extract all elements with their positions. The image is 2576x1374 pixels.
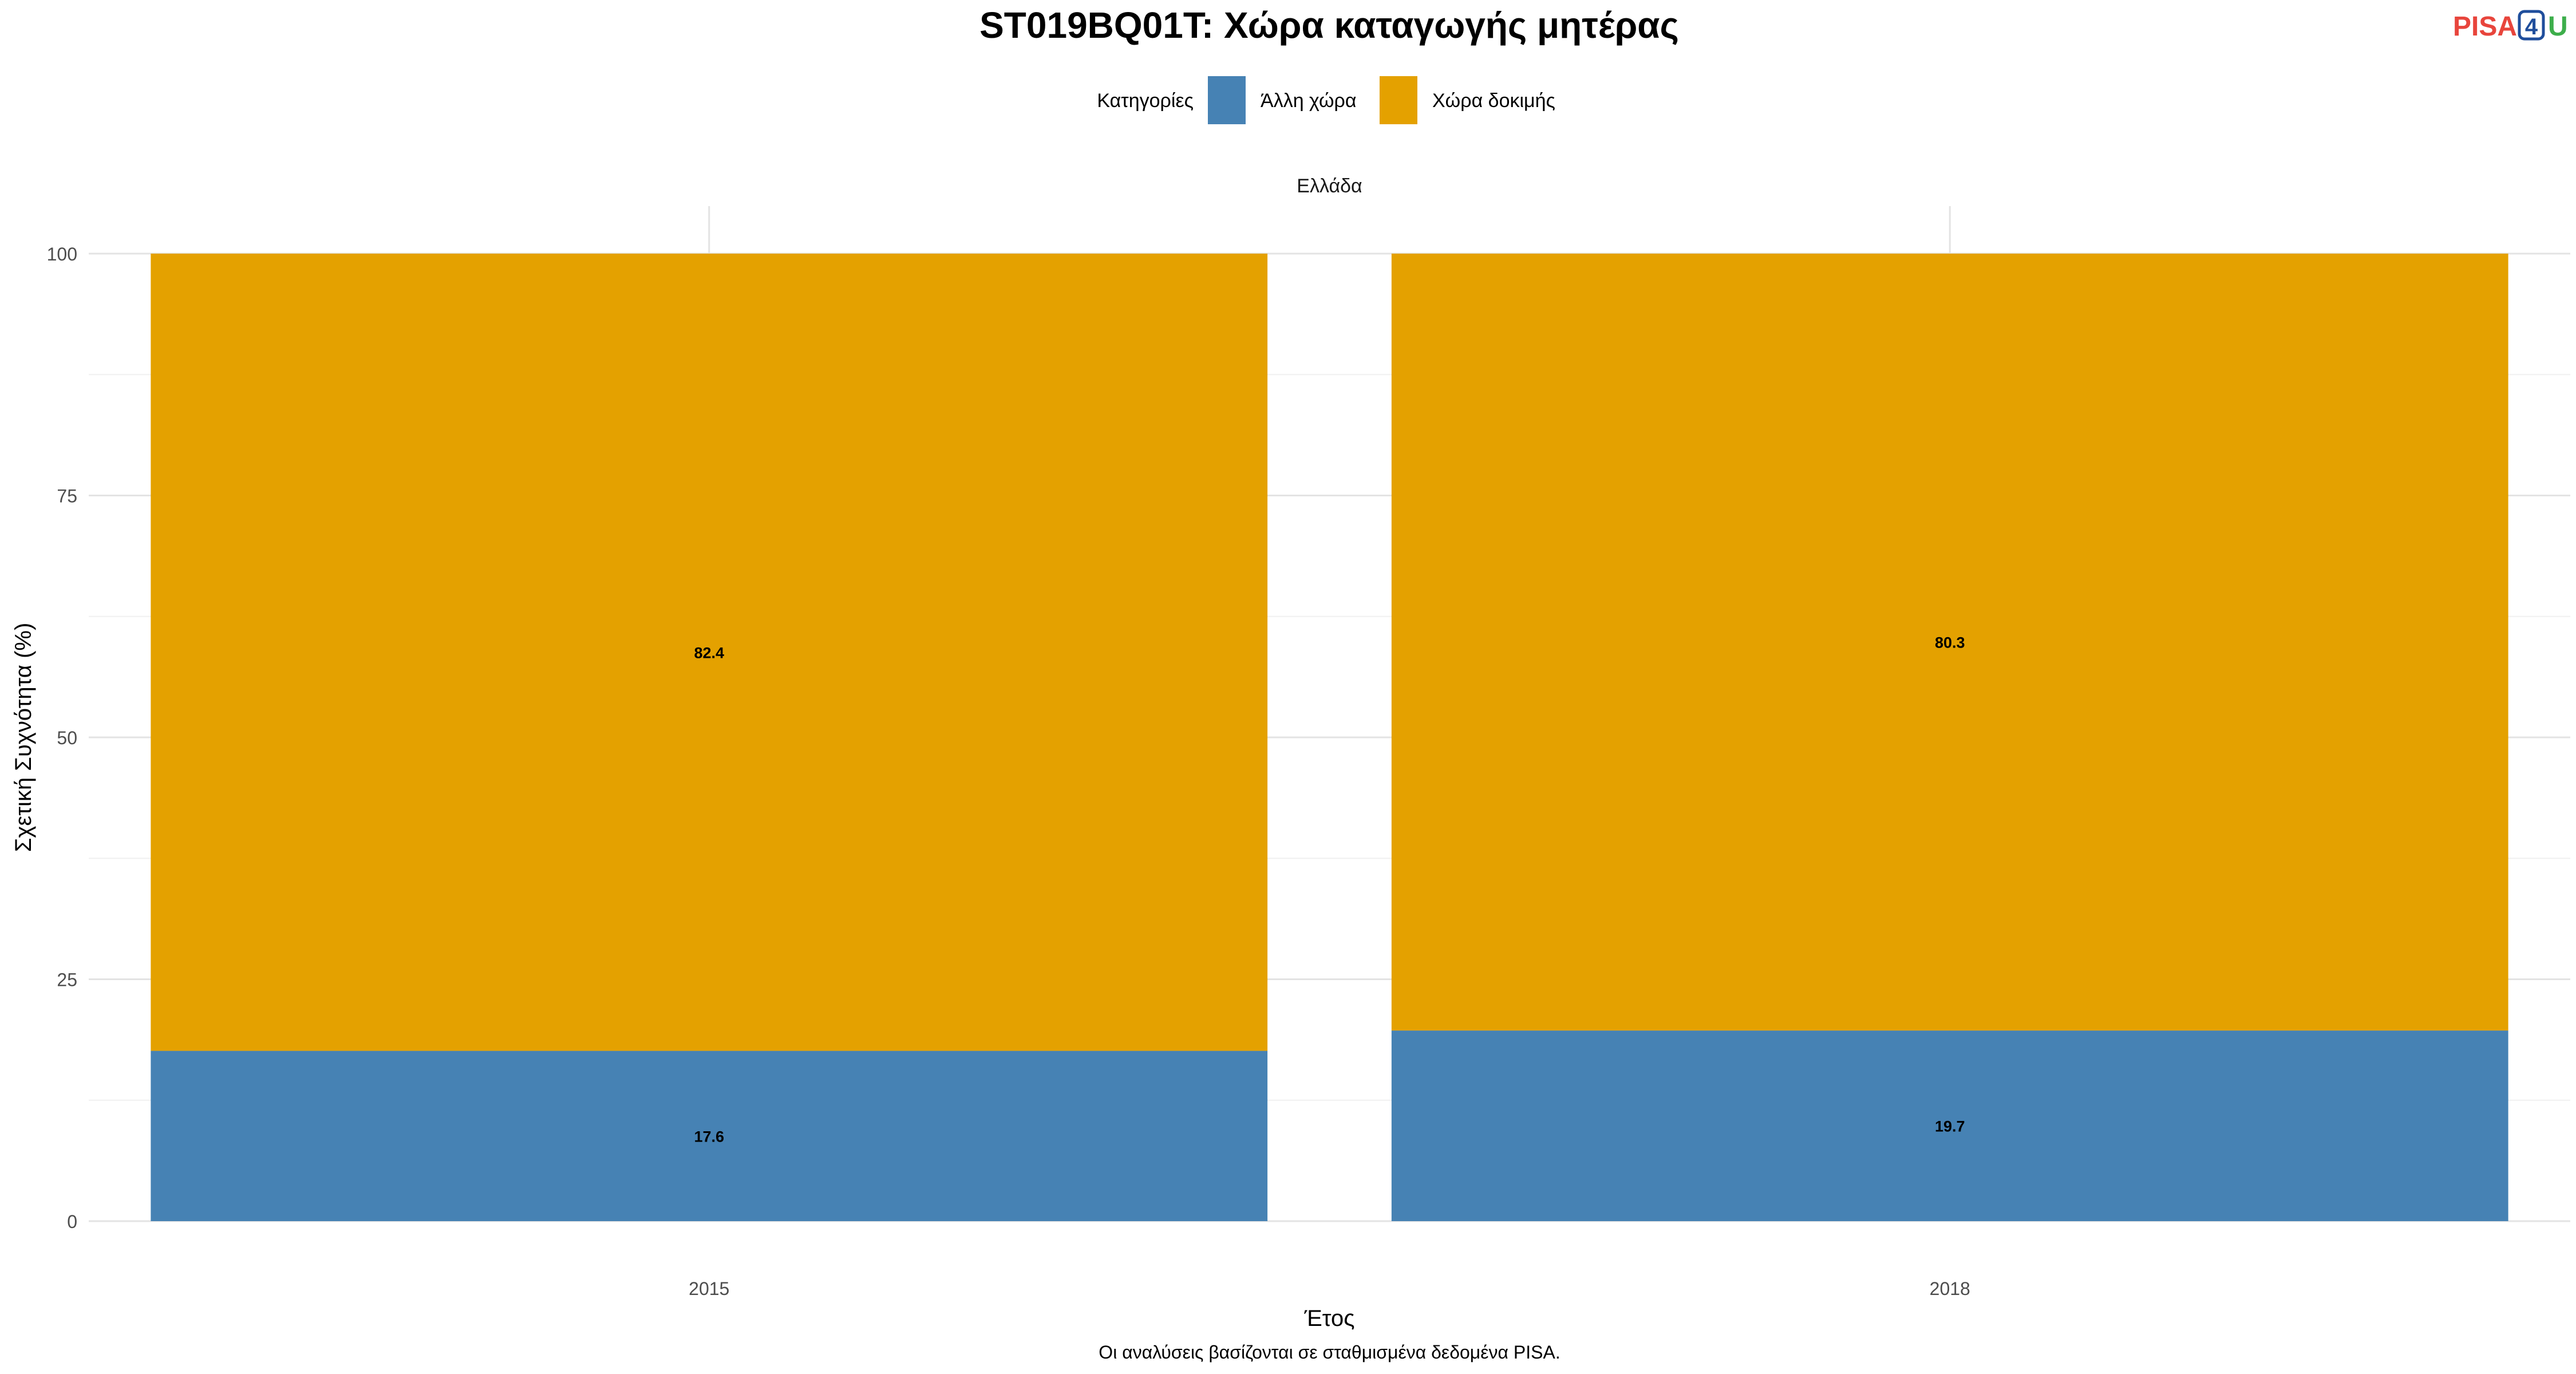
logo-four: 4 <box>2525 14 2538 40</box>
bar-segment <box>1391 254 2508 1031</box>
y-tick-label: 25 <box>57 970 77 990</box>
legend-swatch <box>1380 76 1417 124</box>
logo-pisa: PISA <box>2453 11 2517 42</box>
y-axis-title: Σχετική Συχνότητα (%) <box>11 623 36 852</box>
x-tick-label: 2018 <box>1930 1278 1970 1299</box>
y-tick-label: 50 <box>57 728 77 748</box>
data-label: 19.7 <box>1935 1118 1965 1135</box>
y-tick-label: 0 <box>67 1211 77 1232</box>
logo-u: U <box>2548 11 2568 42</box>
legend-label: Χώρα δοκιμής <box>1432 90 1555 112</box>
data-label: 82.4 <box>694 644 724 661</box>
bar-segment <box>1391 1030 2508 1221</box>
data-label: 80.3 <box>1935 634 1965 652</box>
facet-label: Ελλάδα <box>1297 175 1362 197</box>
legend-swatch <box>1208 76 1246 124</box>
y-tick-label: 75 <box>57 486 77 507</box>
x-axis-title: Έτος <box>1303 1306 1354 1331</box>
data-label: 17.6 <box>694 1128 724 1145</box>
caption: Οι αναλύσεις βασίζονται σε σταθμισμένα δ… <box>1099 1342 1560 1363</box>
logo-box-icon <box>2518 10 2545 41</box>
bar-segment <box>151 1051 1268 1221</box>
legend-label: Άλλη χώρα <box>1261 90 1357 112</box>
chart-title: ST019BQ01T: Χώρα καταγωγής μητέρας <box>979 5 1679 46</box>
bar-segment <box>151 254 1268 1051</box>
y-tick-label: 100 <box>47 244 77 264</box>
legend-title: Κατηγορίες <box>1097 90 1194 112</box>
x-tick-label: 2015 <box>689 1278 729 1299</box>
